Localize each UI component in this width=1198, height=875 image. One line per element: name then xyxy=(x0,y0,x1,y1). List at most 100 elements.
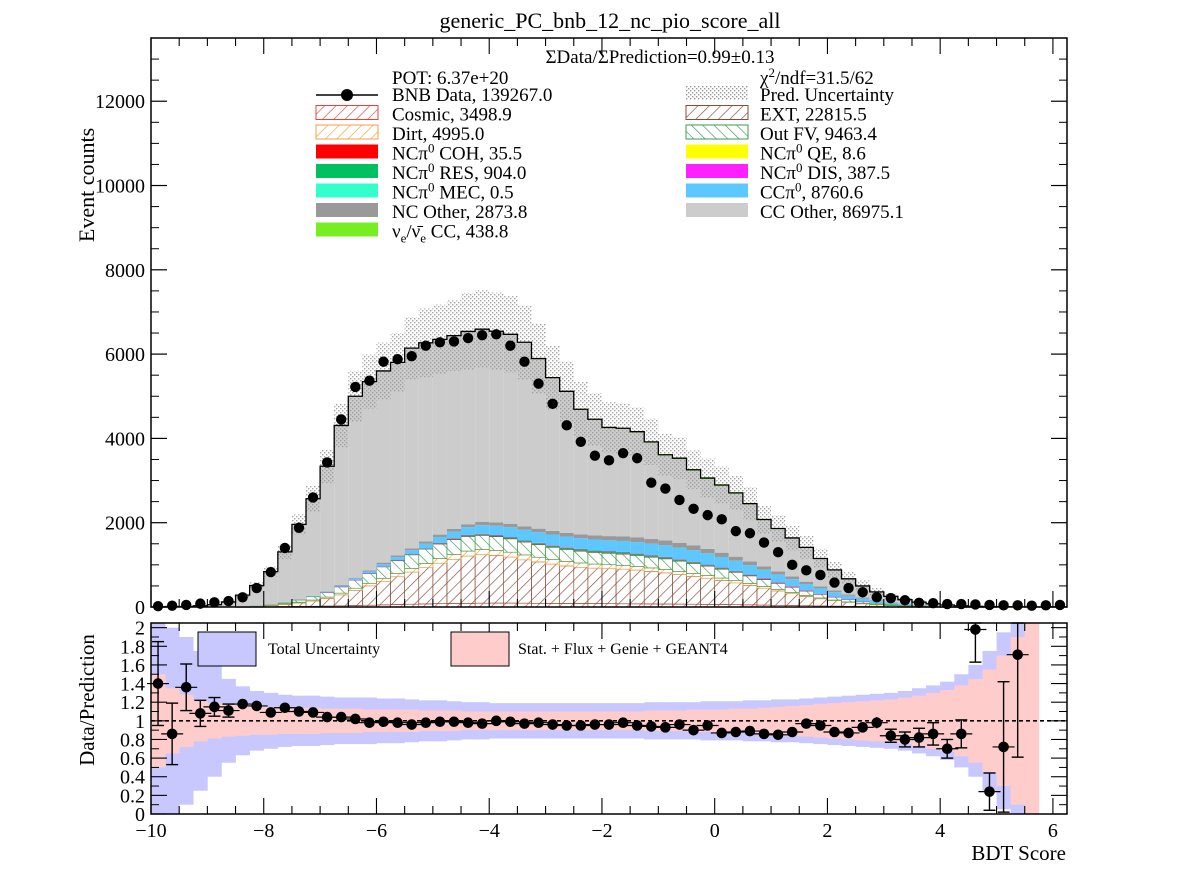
bar-res xyxy=(446,538,462,540)
legend-label: BNB Data, 139267.0 xyxy=(392,85,552,106)
ratio-point xyxy=(913,732,925,743)
data-point xyxy=(899,595,911,606)
ratio-point xyxy=(519,718,530,729)
ratio-y-tick-label: 1 xyxy=(135,711,145,733)
data-point xyxy=(223,595,234,607)
ratio-plot-frame xyxy=(150,622,1068,815)
ratio-y-tick-label: 1.6 xyxy=(120,655,145,677)
ratio-y-tick-label: 2 xyxy=(135,618,145,640)
bar-outfv xyxy=(531,544,546,558)
bar-ccother xyxy=(531,359,546,529)
bar-ccother xyxy=(390,362,405,556)
bar-ncother xyxy=(390,555,405,558)
data-point xyxy=(716,514,727,525)
bar-outfv xyxy=(404,554,420,569)
bar-dis xyxy=(475,533,490,535)
bar-ccpi0 xyxy=(799,584,814,591)
y-tick-label: 6000 xyxy=(105,344,145,366)
bar-dirt xyxy=(559,561,575,567)
data-point xyxy=(843,582,854,594)
stat-unc-bin xyxy=(756,707,772,734)
bar-dis xyxy=(855,601,870,603)
legend-label: νe/ν̄e CC, 438.8 xyxy=(392,222,508,246)
bar-ext xyxy=(559,565,575,604)
bar-ncother xyxy=(756,566,772,570)
bar-ncother xyxy=(475,521,490,526)
bar-dirt xyxy=(460,550,476,557)
data-point xyxy=(533,378,544,389)
bar-coh xyxy=(658,558,673,560)
ratio-point xyxy=(645,721,657,732)
bar-ncother xyxy=(827,590,842,593)
bar-dis xyxy=(813,593,828,595)
bar-coh xyxy=(601,553,617,554)
bar-res xyxy=(756,578,772,580)
legend-label: Dirt, 4995.0 xyxy=(392,124,484,145)
bar-ccpi0 xyxy=(503,527,518,538)
bar-outfv xyxy=(686,563,701,574)
data-point xyxy=(1026,600,1037,611)
bar-ccother xyxy=(489,331,504,523)
series-outfv xyxy=(235,534,997,608)
main-axes: 0 2000 4000 6000 8000 10000 12000 xyxy=(95,37,1067,619)
main-plot-area xyxy=(151,290,1067,612)
bar-outfv xyxy=(798,590,814,596)
bar-res xyxy=(601,551,617,554)
bar-res xyxy=(306,596,321,598)
ratio-point xyxy=(209,701,220,713)
bar-dirt xyxy=(347,587,363,591)
bar-ncother xyxy=(658,540,673,546)
main-legend: BNB Data, 139267.0 Pred. Uncertainty Cosmi… xyxy=(315,85,904,246)
bar-ncother xyxy=(432,534,447,538)
data-point xyxy=(279,542,291,554)
main-y-axis-title: Event counts xyxy=(74,128,99,242)
bar-ncother xyxy=(601,536,617,541)
bar-dis xyxy=(785,586,800,587)
bar-res xyxy=(545,545,560,548)
ratio-y-axis-title: Data/Prediction xyxy=(75,634,99,766)
data-point xyxy=(885,592,897,604)
legend-entry-outfv: Out FV, 9463.4 xyxy=(685,124,877,145)
bar-dirt xyxy=(658,569,673,574)
data-point xyxy=(970,599,981,610)
series-coh xyxy=(432,535,842,598)
bar-ccpi0 xyxy=(616,540,631,552)
legend-swatch xyxy=(685,124,749,140)
bar-ext xyxy=(770,590,786,606)
bar-ccpi0 xyxy=(432,537,447,543)
bar-dirt xyxy=(629,566,645,571)
bar-ncother xyxy=(376,562,391,565)
data-point xyxy=(462,332,474,344)
data-point xyxy=(758,537,770,548)
ratio-point xyxy=(166,728,178,740)
bar-res xyxy=(461,535,476,537)
series-dis xyxy=(320,533,870,603)
ratio-point xyxy=(829,726,840,738)
bar-ncother xyxy=(263,604,278,606)
bar-ccother xyxy=(404,348,419,549)
bar-dis xyxy=(587,550,602,551)
bar-ncother xyxy=(799,581,814,585)
bar-coh xyxy=(446,539,462,540)
data-point xyxy=(1054,599,1066,611)
bar-ccpi0 xyxy=(517,529,532,541)
bar-coh xyxy=(503,538,518,540)
bar-dis xyxy=(841,599,856,600)
bar-ncother xyxy=(813,586,828,589)
bar-ext xyxy=(390,576,405,605)
bar-dirt xyxy=(728,580,744,584)
legend-swatch xyxy=(316,222,378,237)
ratio-y-tick-label: 1.8 xyxy=(120,636,145,658)
bar-res xyxy=(517,540,532,542)
bar-res xyxy=(531,543,546,545)
bar-coh xyxy=(616,553,631,555)
x-tick-label: −2 xyxy=(591,820,612,842)
legend-swatch xyxy=(315,105,379,120)
bar-ccother xyxy=(545,378,560,531)
bar-outfv xyxy=(333,586,349,594)
bar-dirt xyxy=(517,554,532,561)
bar-res xyxy=(489,535,504,537)
bar-dirt xyxy=(686,573,701,577)
legend-label: EXT, 22815.5 xyxy=(760,105,867,126)
bar-outfv xyxy=(362,573,377,584)
